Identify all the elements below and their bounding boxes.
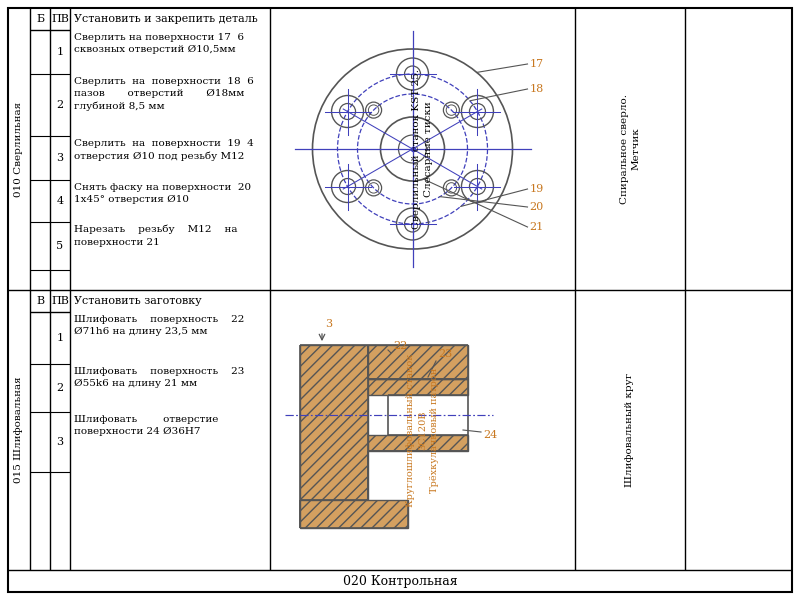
Text: 24: 24	[483, 430, 498, 440]
Text: ПВ: ПВ	[51, 296, 69, 306]
Polygon shape	[368, 345, 468, 379]
Text: 23: 23	[438, 349, 452, 359]
Polygon shape	[368, 435, 468, 451]
Text: Установить заготовку: Установить заготовку	[74, 296, 202, 306]
Text: Спиральное сверло.
Метчик: Спиральное сверло. Метчик	[620, 94, 640, 204]
Text: Установить и закрепить деталь: Установить и закрепить деталь	[74, 14, 258, 24]
Text: Сверлить  на  поверхности  18  6
пазов       отверстий       Ø18мм
глубиной 8,5 : Сверлить на поверхности 18 6 пазов отвер…	[74, 77, 254, 111]
Polygon shape	[368, 379, 468, 395]
Text: 2: 2	[57, 383, 63, 393]
Text: Б: Б	[36, 14, 44, 24]
Text: Нарезать    резьбу    М12    на
поверхности 21: Нарезать резьбу М12 на поверхности 21	[74, 225, 238, 247]
Text: 17: 17	[530, 59, 544, 69]
Text: 3: 3	[325, 319, 332, 329]
Text: 21: 21	[530, 222, 544, 232]
Text: 19: 19	[530, 184, 544, 194]
Text: ПВ: ПВ	[51, 14, 69, 24]
Text: Сверлильный станок KST 25.
Слесарные тиски: Сверлильный станок KST 25. Слесарные тис…	[412, 69, 433, 229]
Text: Шлифовать        отверстие
поверхности 24 Ø36Н7: Шлифовать отверстие поверхности 24 Ø36Н7	[74, 415, 218, 436]
Text: 22: 22	[393, 341, 407, 351]
Text: 3: 3	[57, 153, 63, 163]
Text: 010 Сверлильная: 010 Сверлильная	[14, 101, 23, 197]
Polygon shape	[300, 345, 368, 500]
Text: 1: 1	[57, 47, 63, 57]
Text: Сверлить  на  поверхности  19  4
отверстия Ø10 под резьбу М12: Сверлить на поверхности 19 4 отверстия Ø…	[74, 139, 254, 161]
Text: В: В	[36, 296, 44, 306]
Text: Шлифовальный круг: Шлифовальный круг	[626, 373, 634, 487]
Text: Снять фаску на поверхности  20
1х45° отверстия Ø10: Снять фаску на поверхности 20 1х45° отве…	[74, 183, 251, 205]
Text: Сверлить на поверхности 17  6
сквозных отверстий Ø10,5мм: Сверлить на поверхности 17 6 сквозных от…	[74, 33, 244, 55]
Text: 2: 2	[57, 100, 63, 110]
Polygon shape	[300, 500, 408, 528]
Text: 1: 1	[57, 333, 63, 343]
Text: 20: 20	[530, 202, 544, 212]
Text: 4: 4	[57, 196, 63, 206]
Text: Шлифовать    поверхность    22
Ø71h6 на длину 23,5 мм: Шлифовать поверхность 22 Ø71h6 на длину …	[74, 315, 244, 337]
Text: 5: 5	[57, 241, 63, 251]
Text: 18: 18	[530, 84, 544, 94]
Text: Шлифовать    поверхность    23
Ø55k6 на длину 21 мм: Шлифовать поверхность 23 Ø55k6 на длину …	[74, 367, 244, 388]
Text: 3: 3	[57, 437, 63, 447]
Text: Круглошлифовальный станок
3С120В
Трёхкулачковый патрон: Круглошлифовальный станок 3С120В Трёхкул…	[406, 353, 438, 506]
Text: 015 Шлифовальная: 015 Шлифовальная	[14, 377, 23, 484]
Text: 020 Контрольная: 020 Контрольная	[342, 575, 458, 587]
